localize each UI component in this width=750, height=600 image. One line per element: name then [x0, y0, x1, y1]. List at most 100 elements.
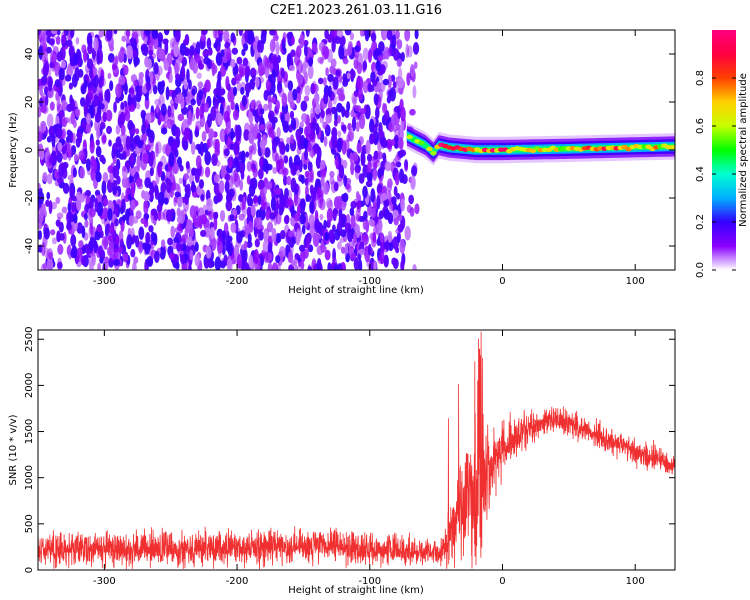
noise-blob	[381, 140, 389, 148]
noise-blob	[276, 159, 281, 173]
snr-x-tick-label: -300	[93, 576, 116, 587]
noise-blob	[263, 103, 269, 112]
noise-blob	[309, 168, 315, 184]
noise-blob	[267, 262, 273, 270]
noise-blob	[309, 129, 314, 141]
noise-blob	[305, 30, 310, 37]
noise-blob	[84, 189, 92, 197]
chart-title: C2E1.2023.261.03.11.G16	[270, 3, 442, 18]
noise-blob	[249, 122, 255, 131]
noise-blob	[245, 151, 250, 158]
noise-blob	[185, 236, 193, 247]
noise-blob	[46, 191, 51, 200]
noise-blob	[276, 262, 281, 270]
noise-blob	[225, 51, 231, 60]
noise-blob	[312, 232, 320, 247]
noise-blob	[40, 77, 48, 86]
noise-blob	[76, 247, 83, 263]
noise-blob	[382, 152, 387, 161]
noise-blob	[149, 167, 154, 177]
noise-blob	[228, 175, 234, 189]
noise-blob	[71, 201, 77, 212]
noise-blob	[349, 207, 355, 216]
noise-blob	[303, 163, 308, 171]
noise-blob	[406, 204, 412, 213]
noise-blob	[283, 215, 290, 225]
noise-blob	[310, 189, 315, 196]
noise-blob	[197, 144, 202, 155]
noise-blob	[329, 170, 335, 178]
noise-blob	[66, 211, 73, 223]
noise-blob	[108, 139, 112, 147]
noise-blob	[69, 186, 75, 201]
noise-blob	[172, 180, 177, 192]
noise-blob	[232, 86, 238, 96]
noise-blob	[195, 155, 202, 170]
noise-blob	[174, 62, 179, 77]
noise-blob	[176, 92, 184, 104]
noise-blob	[180, 254, 186, 265]
noise-blob	[230, 32, 236, 43]
spectrogram-x-axis-label: Height of straight line (km)	[288, 285, 424, 296]
noise-blob	[48, 127, 55, 135]
signal-band	[406, 122, 675, 166]
noise-blob	[372, 231, 377, 244]
noise-blob	[400, 106, 406, 122]
noise-blob	[88, 241, 94, 251]
noise-blob	[382, 30, 388, 39]
noise-blob	[335, 69, 341, 77]
noise-blob	[377, 186, 382, 198]
spectrogram-x-tick-label: -100	[358, 276, 381, 287]
noise-blob	[213, 182, 221, 196]
noise-blob	[157, 32, 164, 43]
noise-blob	[107, 165, 114, 174]
noise-blob	[308, 214, 315, 227]
noise-blob	[194, 53, 201, 64]
noise-blob	[146, 38, 152, 46]
noise-blob	[38, 143, 44, 159]
noise-blob	[304, 149, 309, 161]
noise-blob	[377, 168, 383, 179]
noise-blob	[268, 74, 273, 83]
spectrogram-y-tick-label: 40	[24, 48, 35, 61]
noise-blob	[373, 150, 379, 160]
noise-blob	[387, 212, 394, 225]
noise-blob	[113, 30, 118, 35]
noise-blob	[296, 86, 301, 94]
noise-blob	[155, 142, 159, 158]
noise-blob	[387, 46, 393, 57]
noise-blob	[173, 44, 180, 58]
noise-blob	[357, 86, 363, 101]
noise-blob	[296, 59, 303, 75]
noise-blob	[272, 167, 278, 174]
colorbar-tick-label: 0.2	[695, 214, 706, 230]
noise-blob	[296, 132, 301, 146]
noise-blob	[207, 209, 213, 220]
signal-core	[430, 150, 437, 156]
noise-blob	[281, 92, 288, 107]
noise-blob	[174, 126, 181, 139]
noise-blob	[334, 228, 341, 241]
noise-blob	[141, 132, 147, 144]
noise-blob	[258, 62, 265, 77]
noise-blob	[164, 40, 169, 55]
noise-blob	[243, 60, 251, 74]
noise-blob	[113, 101, 117, 113]
noise-blob	[38, 207, 45, 223]
noise-blob	[38, 30, 46, 43]
noise-blob	[164, 197, 169, 205]
noise-blob	[46, 154, 53, 167]
noise-blob	[87, 43, 93, 55]
noise-blob	[383, 103, 388, 113]
noise-blob	[184, 128, 191, 144]
noise-blob	[95, 171, 102, 183]
noise-blob	[106, 30, 113, 42]
noise-blob	[349, 152, 354, 164]
noise-blob	[248, 129, 255, 145]
noise-blob	[148, 129, 155, 144]
noise-blob	[120, 102, 125, 110]
noise-blob	[247, 30, 255, 44]
noise-blob	[215, 159, 221, 167]
noise-blob	[362, 47, 369, 61]
noise-blob	[47, 76, 53, 92]
